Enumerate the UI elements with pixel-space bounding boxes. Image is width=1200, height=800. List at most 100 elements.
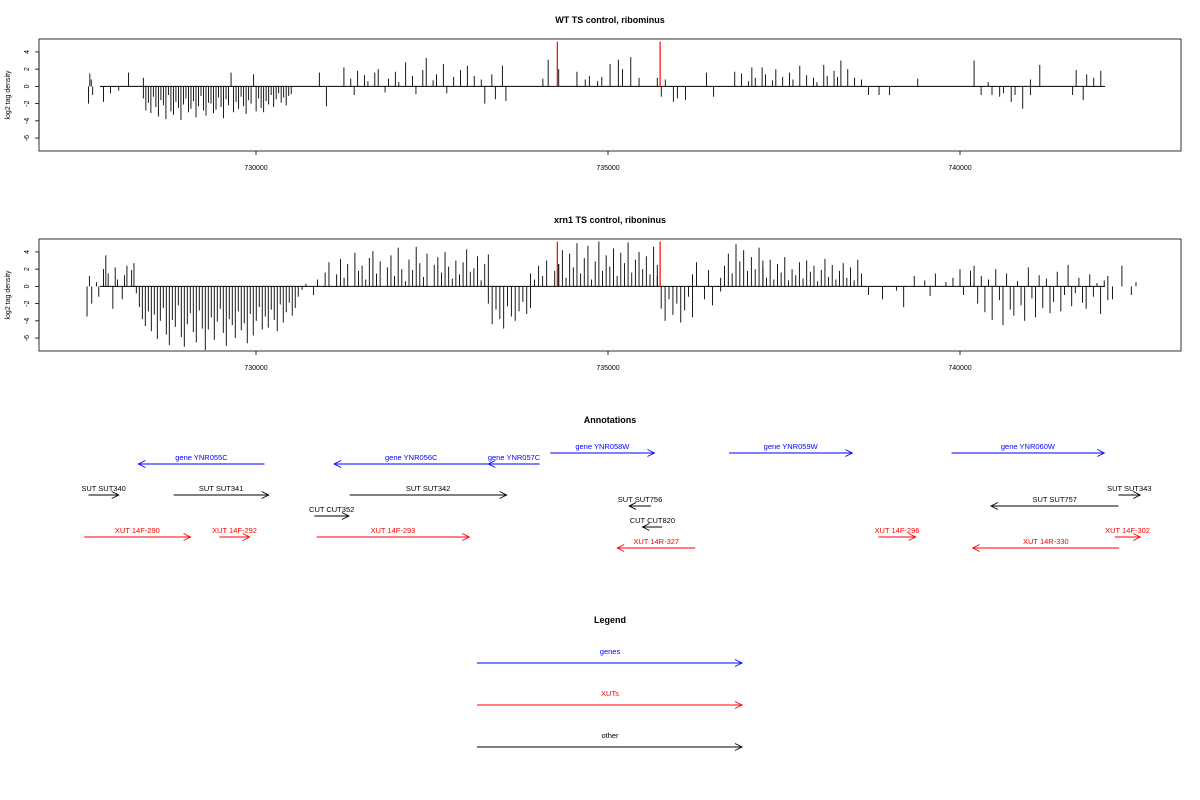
wt-y-tick-label: -6	[24, 135, 31, 141]
annotation-arrow-head	[1097, 449, 1106, 457]
legend-label: genes	[600, 647, 621, 656]
legend-label: XUTs	[601, 689, 619, 698]
legend-label: other	[601, 731, 619, 740]
annotation-xut: XUT 14F-290	[84, 526, 192, 541]
wt-x-tick-label: 730000	[244, 165, 267, 172]
annotation-xut: XUT 14R-327	[616, 537, 696, 552]
wt-plot-frame	[38, 38, 1182, 152]
xrn1-y-ticks: 4 2 0 -2 -4 -6	[24, 250, 40, 341]
annotation-features: gene YNR055C gene YNR056C gene YNR057C gene…	[81, 442, 1152, 552]
wt-highlights	[556, 41, 661, 87]
xrn1-highlights	[556, 241, 661, 287]
annotation-label: XUT 14F-296	[875, 526, 920, 535]
annotation-other: SUT SUT341	[173, 484, 270, 499]
annotation-label: XUT 14R-330	[1023, 537, 1069, 546]
annotation-arrow-head	[989, 502, 999, 510]
annotation-gene: gene YNR058W	[550, 442, 656, 457]
legend-panel: Legend genes XUTs other	[477, 615, 744, 751]
annotation-arrow-head	[111, 491, 120, 499]
wt-y-tick-label: -2	[24, 100, 31, 106]
annotation-arrow-head	[499, 491, 508, 499]
annotation-arrow-head	[1133, 491, 1142, 499]
xrn1-x-tick-label: 735000	[596, 365, 619, 372]
annotation-arrow-head	[647, 449, 656, 457]
annotation-label: SUT SUT342	[406, 484, 450, 493]
xrn1-track-panel: xrn1 TS control, riboninus log2 tag dens…	[5, 215, 1182, 372]
annotation-label: XUT 14F-302	[1105, 526, 1150, 535]
legend-item-genes: genes	[477, 647, 744, 667]
wt-x-ticks: 730000 735000 740000	[244, 151, 972, 172]
annotation-xut: XUT 14R-330	[971, 537, 1120, 552]
annotation-gene: gene YNR055C	[137, 453, 265, 468]
annotation-label: gene YNR060W	[1001, 442, 1056, 451]
legend-title: Legend	[594, 615, 626, 625]
annotation-label: SUT SUT341	[199, 484, 243, 493]
annotation-gene: gene YNR060W	[951, 442, 1106, 457]
xrn1-y-tick-label: 0	[24, 284, 31, 288]
annotation-arrow-head	[1133, 533, 1142, 541]
annotation-label: SUT SUT757	[1032, 495, 1076, 504]
annotation-other: SUT SUT757	[989, 495, 1119, 510]
wt-track-panel: WT TS control, ribominus log2 tag densit…	[5, 15, 1182, 172]
annotation-gene: gene YNR056C	[333, 453, 489, 468]
legend-item-xuts: XUTs	[477, 689, 744, 709]
wt-y-axis-label: log2 tag density	[5, 70, 12, 120]
annotation-other: SUT SUT340	[81, 484, 126, 499]
annotation-arrow-head	[341, 512, 350, 520]
legend-arrow-head	[734, 743, 744, 751]
annotation-label: gene YNR057C	[488, 453, 541, 462]
wt-track-title: WT TS control, ribominus	[555, 15, 665, 25]
annotation-arrow-head	[242, 533, 251, 541]
annotation-arrow-head	[183, 533, 192, 541]
annotation-gene: gene YNR057C	[487, 453, 541, 468]
annotation-xut: XUT 14F-302	[1105, 526, 1150, 541]
annotation-label: SUT SUT756	[618, 495, 662, 504]
annotation-label: XUT 14F-292	[212, 526, 257, 535]
annotation-arrow-head	[462, 533, 471, 541]
annotation-label: XUT 14F-290	[115, 526, 160, 535]
annotation-arrow-head	[487, 460, 496, 468]
wt-y-tick-label: 4	[24, 50, 31, 54]
wt-x-tick-label: 735000	[596, 165, 619, 172]
xrn1-y-tick-label: 4	[24, 250, 31, 254]
legend-arrow-head	[734, 701, 744, 709]
legend-item-other: other	[477, 731, 744, 751]
wt-y-tick-label: 2	[24, 67, 31, 71]
annotation-arrow-head	[845, 449, 854, 457]
wt-y-tick-label: 0	[24, 84, 31, 88]
annotation-other: SUT SUT343	[1107, 484, 1152, 499]
annotation-arrow-head	[908, 533, 917, 541]
wt-y-ticks: 4 2 0 -2 -4 -6	[24, 50, 40, 141]
annotation-other: SUT SUT756	[618, 495, 662, 510]
annotation-label: XUT 14R-327	[633, 537, 679, 546]
annotation-arrow-head	[616, 544, 625, 552]
legend-items: genes XUTs other	[477, 647, 744, 751]
xrn1-y-tick-label: -6	[24, 335, 31, 341]
xrn1-plot-frame	[38, 238, 1182, 352]
annotations-title: Annotations	[584, 415, 637, 425]
xrn1-y-tick-label: 2	[24, 267, 31, 271]
annotation-other: SUT SUT342	[349, 484, 508, 499]
annotation-label: CUT CUT352	[309, 505, 354, 514]
annotation-other: CUT CUT820	[630, 516, 675, 531]
annotation-arrow-head	[261, 491, 270, 499]
annotation-xut: XUT 14F-292	[212, 526, 257, 541]
annotation-label: SUT SUT343	[1107, 484, 1151, 493]
xrn1-x-tick-label: 730000	[244, 365, 267, 372]
annotation-other: CUT CUT352	[309, 505, 354, 520]
annotation-arrow-head	[628, 502, 637, 510]
annotation-xut: XUT 14F-293	[316, 526, 471, 541]
annotation-label: gene YNR055C	[175, 453, 228, 462]
annotation-label: XUT 14F-293	[370, 526, 415, 535]
annotation-arrow-head	[333, 460, 342, 468]
annotations-panel: Annotations gene YNR055C gene YNR056C gene…	[81, 415, 1152, 552]
xrn1-y-axis-label: log2 tag density	[5, 270, 12, 320]
annotation-xut: XUT 14F-296	[875, 526, 920, 541]
annotation-label: CUT CUT820	[630, 516, 675, 525]
wt-bars	[87, 57, 1102, 120]
xrn1-y-tick-label: -2	[24, 300, 31, 306]
annotation-label: gene YNR056C	[385, 453, 438, 462]
xrn1-x-tick-label: 740000	[948, 365, 971, 372]
annotation-arrow-head	[137, 460, 146, 468]
